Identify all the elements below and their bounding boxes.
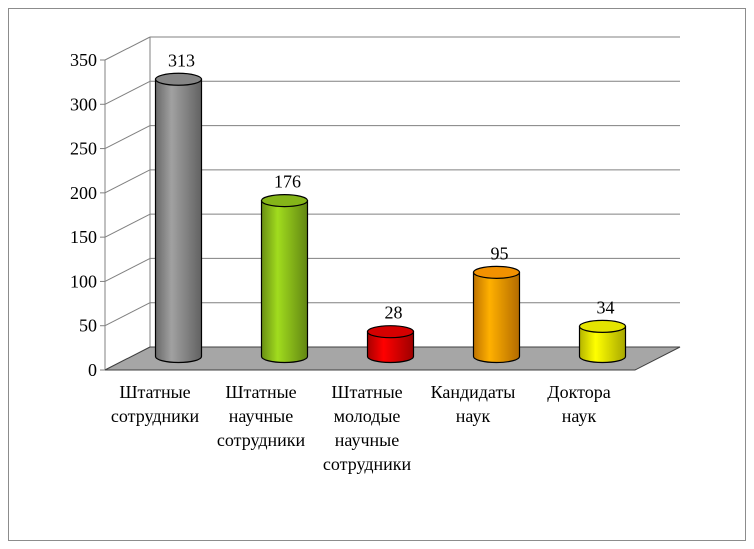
bar-top [366, 325, 415, 339]
chart-frame [8, 8, 746, 541]
x-tick-label: Кандидаты наук [431, 382, 516, 426]
x-tick-label-line: наук [562, 406, 597, 426]
gridline-side [104, 213, 151, 238]
y-tick-label: 250 [70, 139, 97, 159]
bar-1 [260, 194, 309, 364]
gridlines [104, 36, 680, 371]
gridline-side [104, 36, 151, 61]
y-tick-label: 100 [70, 271, 97, 291]
data-label: 313 [168, 50, 195, 70]
x-tick-label-line: сотрудники [217, 430, 306, 450]
bar-top [260, 194, 309, 208]
x-tick-label-line: научные [335, 430, 399, 450]
data-label: 28 [385, 303, 403, 323]
x-tick-label-line: сотрудники [323, 454, 412, 474]
x-tick-label: Штатные сотрудники [111, 382, 200, 426]
y-tick-label: 150 [70, 227, 97, 247]
bar-2 [366, 325, 415, 364]
x-tick-label-line: Кандидаты [431, 382, 516, 402]
y-axis: 0 50 100 150 200 250 300 350 [70, 50, 105, 380]
x-tick-label-line: сотрудники [111, 406, 200, 426]
x-tick-label-line: Штатные [119, 382, 190, 402]
y-tick-label: 200 [70, 183, 97, 203]
x-axis-labels: Штатные сотрудники Штатные научные сотрудник… [111, 382, 611, 474]
x-tick-label-line: Доктора [547, 382, 610, 402]
bar-body [260, 200, 309, 364]
x-tick-label-line: Штатные [225, 382, 296, 402]
bar-body [154, 78, 203, 364]
bars [154, 72, 627, 364]
chart-walls [104, 37, 151, 370]
x-tick-label: Штатные научные сотрудники [217, 382, 306, 450]
x-tick-label-line: Штатные [331, 382, 402, 402]
data-label: 34 [597, 297, 615, 317]
x-tick-label: Штатные молодые научные сотрудники [323, 382, 412, 474]
bar-top [578, 319, 627, 333]
data-label: 95 [491, 243, 509, 263]
bar-body [578, 325, 627, 364]
gridline-side [104, 257, 151, 282]
y-tick-label: 300 [70, 94, 97, 114]
x-tick-label-line: молодые [334, 406, 401, 426]
data-label: 176 [274, 172, 301, 192]
bar-0 [154, 72, 203, 364]
gridline-side [104, 80, 151, 105]
bar-4 [578, 319, 627, 364]
gridline-side [104, 125, 151, 150]
data-labels: 313 176 28 95 34 [168, 50, 615, 322]
bar-top [154, 72, 203, 86]
bar-body [366, 331, 415, 364]
bar-top [472, 265, 521, 279]
x-tick-label-line: научные [229, 406, 293, 426]
gridline-side [104, 169, 151, 194]
gridline-side [104, 302, 151, 327]
x-tick-label: Доктора наук [547, 382, 610, 426]
bar-body [472, 271, 521, 364]
y-tick-label: 0 [88, 360, 97, 380]
y-tick-label: 350 [70, 50, 97, 70]
x-tick-label-line: наук [456, 406, 491, 426]
bar-3 [472, 265, 521, 364]
y-tick-label: 50 [79, 316, 97, 336]
